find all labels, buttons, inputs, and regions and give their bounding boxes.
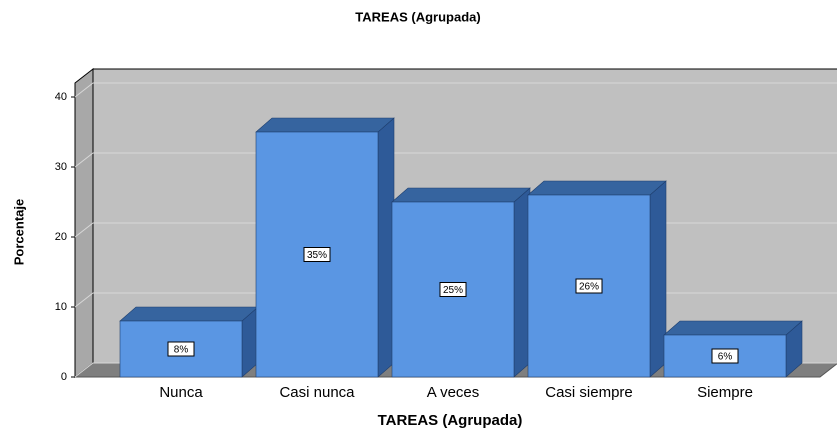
left-wall	[74, 67, 94, 379]
y-tick-label: 30	[55, 161, 67, 173]
bar-side	[649, 180, 667, 378]
y-tick-label: 20	[55, 231, 67, 243]
value-label-box	[303, 247, 331, 262]
bar-top	[663, 320, 803, 336]
chart-title: TAREAS (Agrupada)	[355, 9, 480, 24]
y-axis-title: Porcentaje	[11, 199, 26, 265]
bar-top	[391, 187, 531, 203]
grid-line	[74, 362, 94, 378]
value-label: 26%	[579, 282, 599, 293]
grid-line	[74, 292, 94, 308]
value-label: 6%	[718, 352, 733, 363]
bar-top	[255, 117, 395, 133]
grid-line	[74, 222, 94, 238]
x-tick-label: A veces	[427, 384, 480, 401]
bar-side	[513, 187, 531, 378]
bar-top	[119, 306, 259, 322]
value-label-box	[575, 278, 603, 294]
x-tick-label: Casi siempre	[545, 384, 633, 401]
grid-line	[74, 152, 94, 168]
y-tick-label: 0	[61, 371, 67, 383]
grid-line	[74, 82, 94, 98]
x-tick-label: Siempre	[697, 384, 753, 401]
y-tick-label: 40	[55, 91, 67, 103]
value-label: 25%	[443, 285, 463, 296]
value-label: 35%	[307, 250, 327, 261]
value-label-box	[167, 341, 195, 357]
y-tick-label: 10	[55, 301, 67, 313]
x-tick-label: Nunca	[159, 384, 203, 401]
x-axis-title: TAREAS (Agrupada)	[378, 412, 523, 429]
bar-top	[527, 180, 667, 196]
value-label-box	[439, 282, 467, 297]
value-label: 8%	[174, 345, 189, 356]
bar-side	[377, 117, 395, 378]
value-label-box	[711, 348, 739, 364]
x-tick-label: Casi nunca	[279, 384, 355, 401]
